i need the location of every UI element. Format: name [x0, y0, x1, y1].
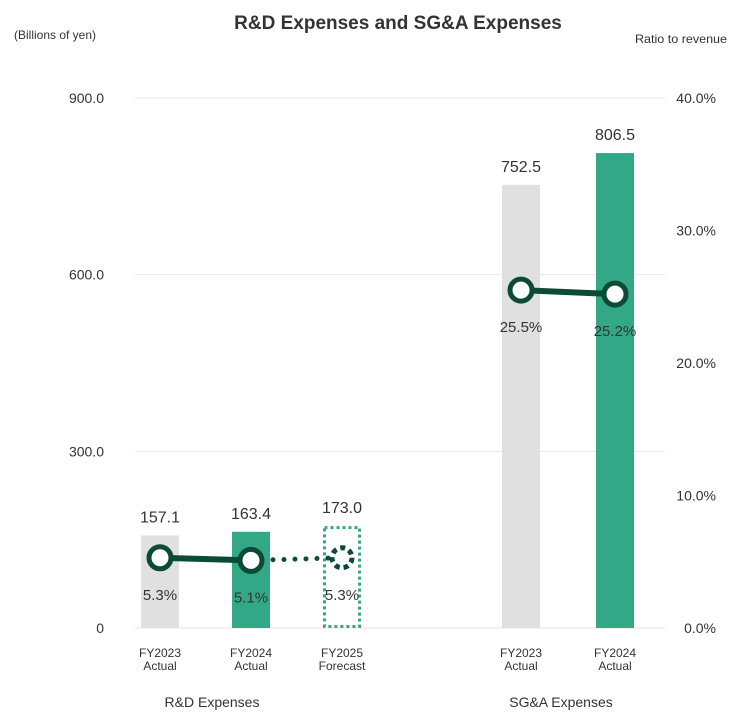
ratio-point	[601, 280, 629, 308]
ratio-label: 5.1%	[234, 589, 268, 606]
bar	[502, 184, 540, 628]
ratio-line	[157, 554, 254, 564]
category-sublabel: Actual	[504, 659, 537, 673]
bar-value-label: 752.5	[501, 159, 541, 176]
ratio-point	[237, 546, 265, 574]
group-label: SG&A Expenses	[509, 694, 613, 710]
ratio-label: 5.3%	[325, 587, 359, 604]
left-tick-label: 0	[96, 620, 104, 636]
bar-value-label: 157.1	[140, 509, 180, 526]
right-tick-label: 0.0%	[684, 620, 716, 636]
right-axis-label: Ratio to revenue	[635, 32, 727, 46]
right-tick-label: 10.0%	[676, 488, 716, 504]
category-label: FY2024	[230, 646, 272, 660]
category-sublabel: Actual	[143, 659, 176, 673]
right-tick-label: 40.0%	[676, 90, 716, 106]
ratio-line	[518, 287, 618, 298]
ratio-label: 5.3%	[143, 587, 177, 604]
bar-value-label: 163.4	[231, 506, 271, 523]
ratio-label: 25.2%	[594, 323, 637, 340]
category-label: FY2023	[500, 646, 542, 660]
bar	[596, 153, 634, 629]
bar-value-label: 173.0	[322, 500, 362, 517]
category-sublabel: Forecast	[319, 659, 366, 673]
ratio-point-forecast	[329, 545, 355, 571]
category-label: FY2024	[594, 646, 636, 660]
chart-title: R&D Expenses and SG&A Expenses	[234, 13, 562, 34]
ratio-label: 25.5%	[500, 319, 543, 336]
left-tick-label: 300.0	[69, 443, 104, 459]
bar	[232, 531, 270, 628]
category-label: FY2023	[139, 646, 181, 660]
category-label: FY2025	[321, 646, 363, 660]
right-tick-label: 30.0%	[676, 223, 716, 239]
left-axis-label: (Billions of yen)	[14, 28, 96, 42]
left-tick-label: 900.0	[69, 90, 104, 106]
category-sublabel: Actual	[234, 659, 267, 673]
bar-value-label: 806.5	[595, 127, 635, 144]
left-tick-label: 600.0	[69, 267, 104, 283]
ratio-point	[507, 276, 535, 304]
group-label: R&D Expenses	[165, 694, 260, 710]
ratio-point	[146, 544, 174, 572]
right-tick-label: 20.0%	[676, 355, 716, 371]
bar-forecast	[323, 526, 361, 628]
ratio-line-forecast	[248, 555, 345, 563]
category-sublabel: Actual	[598, 659, 631, 673]
